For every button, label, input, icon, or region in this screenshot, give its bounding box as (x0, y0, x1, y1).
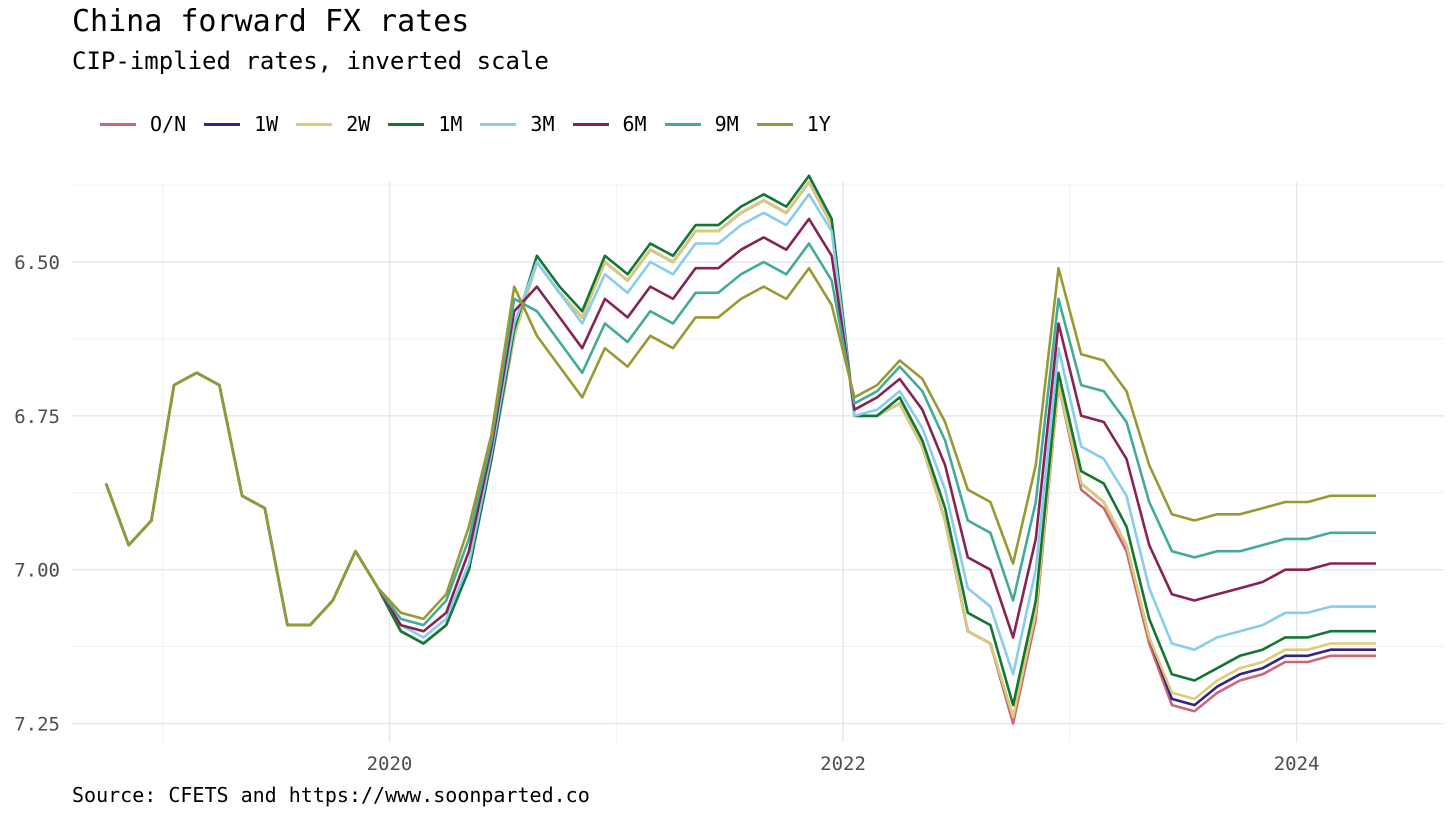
series-line-6m (104, 217, 1376, 639)
chart-source-caption: Source: CFETS and https://www.soonparted… (72, 783, 590, 807)
legend-item-9m: 9M (664, 112, 739, 136)
chart-subtitle: CIP-implied rates, inverted scale (72, 47, 549, 75)
chart-title: China forward FX rates (72, 4, 470, 39)
legend-label: 9M (714, 112, 739, 136)
series-line-3m (104, 193, 1376, 676)
legend-swatch (204, 122, 241, 126)
legend-item-1w: 1W (204, 112, 278, 136)
legend-item-3m: 3M (480, 112, 555, 136)
legend-swatch (296, 122, 333, 126)
legend-label: 3M (530, 112, 555, 136)
legend-item-6m: 6M (572, 112, 647, 136)
legend-swatch (572, 122, 609, 126)
chart-axes: 6.50 6.75 7.00 7.25 2020 2022 2024 (14, 252, 1319, 775)
y-tick-label-0: 6.50 (14, 252, 60, 274)
y-tick-label-3: 7.25 (14, 714, 60, 736)
legend-label: O/N (150, 112, 187, 136)
chart-series (104, 174, 1376, 725)
legend-label: 1M (438, 112, 463, 136)
legend-swatch (100, 122, 136, 126)
legend-label: 1W (254, 112, 279, 136)
legend-item-2w: 2W (296, 112, 370, 136)
legend-label: 1Y (806, 112, 831, 136)
series-line-9m (104, 242, 1376, 627)
chart-grid (72, 182, 1444, 742)
legend-item-1y: 1Y (756, 112, 831, 136)
legend-item-1m: 1M (388, 112, 462, 136)
legend-label: 6M (622, 112, 647, 136)
chart-legend: O/N 1W 2W 1M 3M 6M 9M 1Y (100, 112, 849, 136)
legend-swatch (480, 122, 517, 126)
legend-swatch (388, 122, 425, 126)
legend-label: 2W (346, 112, 371, 136)
series-line-on (104, 180, 1376, 725)
x-tick-label-1: 2022 (820, 753, 866, 775)
y-tick-label-2: 7.00 (14, 560, 60, 582)
legend-item-on: O/N (100, 112, 186, 136)
series-line-1y (104, 266, 1376, 627)
legend-swatch (756, 122, 793, 126)
x-tick-label-2: 2024 (1274, 753, 1320, 775)
legend-swatch (664, 122, 701, 126)
x-tick-label-0: 2020 (367, 753, 413, 775)
y-tick-label-1: 6.75 (14, 406, 60, 428)
